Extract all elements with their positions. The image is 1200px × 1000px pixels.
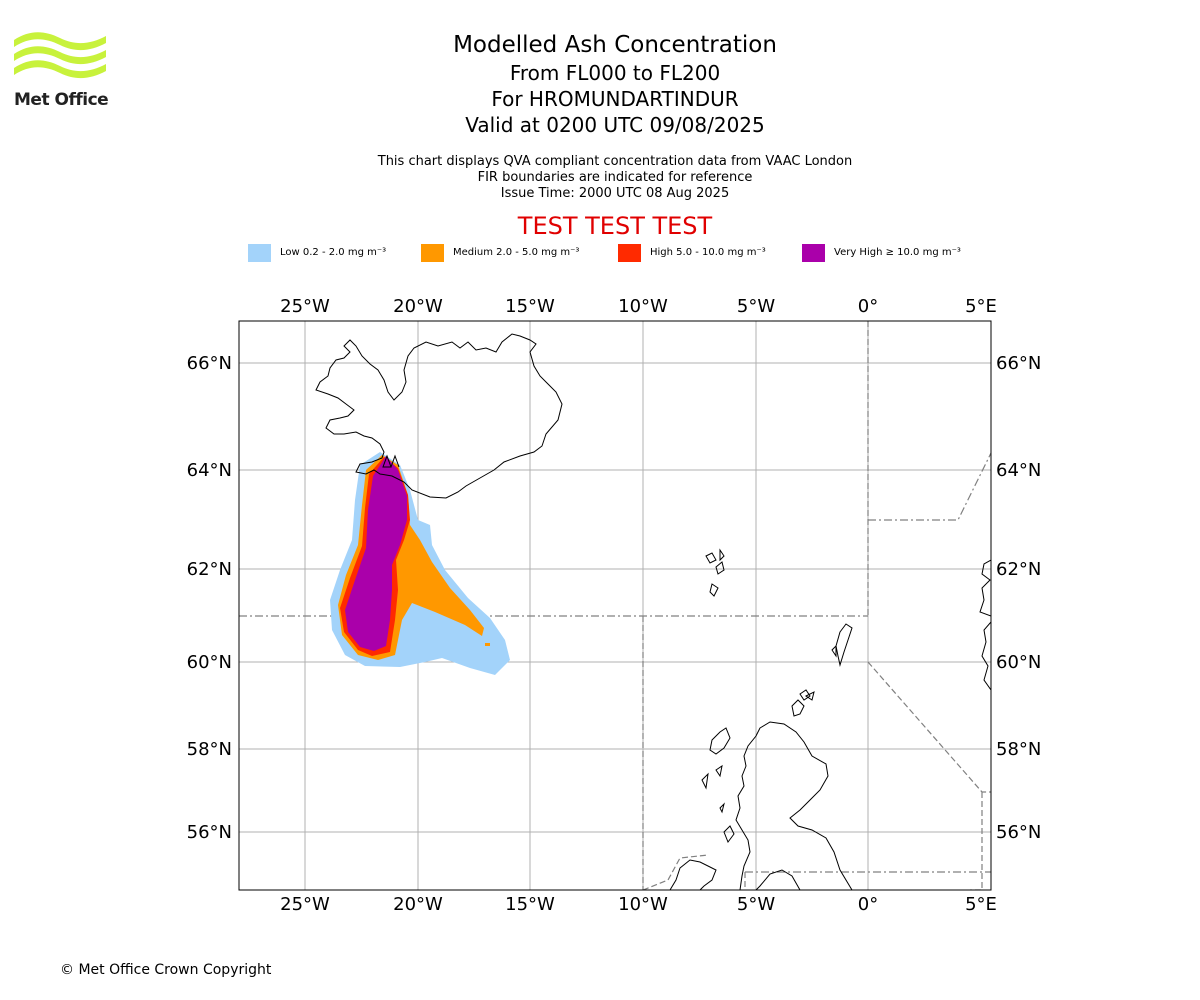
volcano-name: For HROMUNDARTINDUR (491, 87, 739, 111)
legend-swatch-low (248, 244, 271, 262)
lat-label: 58°N (187, 739, 232, 760)
issue-time: Issue Time: 2000 UTC 08 Aug 2025 (500, 186, 730, 201)
fir-boundaries (239, 321, 991, 890)
faroe-islands (705, 548, 725, 597)
copyright-notice: © Met Office Crown Copyright (60, 962, 272, 978)
orkney-islands (791, 689, 815, 717)
iceland-coast (315, 333, 563, 499)
lat-label: 66°N (996, 353, 1041, 374)
lon-label: 25°W (280, 894, 330, 915)
chart-header: Modelled Ash Concentration From FL000 to… (315, 30, 915, 202)
lon-label: 5°W (737, 296, 775, 317)
lon-label: 15°W (505, 296, 555, 317)
lat-label: 62°N (187, 559, 232, 580)
description-text: This chart displays QVA compliant concen… (377, 154, 853, 169)
legend-swatch-very-high (802, 244, 825, 262)
lat-label: 60°N (996, 652, 1041, 673)
lat-label: 66°N (187, 353, 232, 374)
logo-text: Met Office (14, 90, 109, 110)
flight-level-range: From FL000 to FL200 (509, 61, 721, 85)
lon-labels-bottom: 25°W 20°W 15°W 10°W 5°W 0° 5°E (280, 894, 997, 915)
lon-label: 5°W (737, 894, 775, 915)
map-frame (238, 320, 992, 891)
lon-label: 0° (858, 296, 878, 317)
chart-title: Modelled Ash Concentration (453, 32, 777, 58)
legend-swatch-medium (421, 244, 444, 262)
ireland-coast (669, 859, 717, 890)
ash-medium-region-fragment (485, 643, 490, 646)
lon-label: 5°E (965, 296, 997, 317)
lat-label: 56°N (187, 822, 232, 843)
legend-label-very-high: Very High ≥ 10.0 mg m⁻³ (834, 247, 961, 258)
norway-coast (979, 559, 991, 691)
fir-note: FIR boundaries are indicated for referen… (477, 170, 753, 185)
legend-label-medium: Medium 2.0 - 5.0 mg m⁻³ (453, 247, 580, 258)
lat-labels-right: 66°N 64°N 62°N 60°N 58°N 56°N (996, 353, 1041, 843)
scotland-coast (735, 721, 853, 890)
lat-label: 62°N (996, 559, 1041, 580)
lon-label: 10°W (618, 296, 668, 317)
lat-label: 64°N (996, 460, 1041, 481)
met-office-logo: Met Office (14, 30, 109, 112)
met-office-waves-icon (14, 32, 106, 79)
lat-label: 64°N (187, 460, 232, 481)
lon-label: 25°W (280, 296, 330, 317)
legend-label-low: Low 0.2 - 2.0 mg m⁻³ (280, 247, 387, 258)
lat-label: 58°N (996, 739, 1041, 760)
lat-label: 60°N (187, 652, 232, 673)
shetland-islands (831, 623, 853, 667)
lon-label: 20°W (393, 894, 443, 915)
lon-label: 5°E (965, 894, 997, 915)
valid-time: Valid at 0200 UTC 09/08/2025 (465, 113, 765, 137)
lat-label: 56°N (996, 822, 1041, 843)
coastlines (315, 333, 991, 890)
lon-label: 0° (858, 894, 878, 915)
legend-label-high: High 5.0 - 10.0 mg m⁻³ (650, 247, 766, 258)
lon-label: 10°W (618, 894, 668, 915)
ash-plume (330, 452, 510, 675)
lat-labels-left: 66°N 64°N 62°N 60°N 58°N 56°N (187, 353, 232, 843)
lon-labels-top: 25°W 20°W 15°W 10°W 5°W 0° 5°E (280, 296, 997, 317)
test-banner: TEST TEST TEST (517, 212, 713, 240)
lon-label: 15°W (505, 894, 555, 915)
lon-label: 20°W (393, 296, 443, 317)
volcano-marker (382, 454, 400, 468)
legend-swatch-high (618, 244, 641, 262)
ash-very-high-region (345, 456, 407, 651)
hebrides-islands (701, 727, 735, 844)
